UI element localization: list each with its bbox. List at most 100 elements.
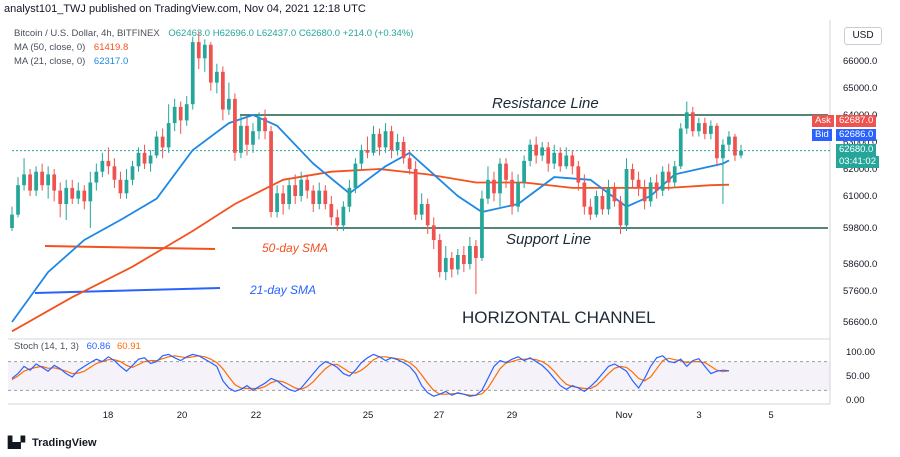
sma21-sample-line xyxy=(34,287,221,294)
ask-value: 62687.0 xyxy=(836,115,877,127)
candle-body xyxy=(263,117,267,132)
candle xyxy=(389,125,394,159)
candle-body xyxy=(654,182,659,191)
candle-body xyxy=(112,166,117,180)
stoch-d-value: 60.91 xyxy=(117,341,141,352)
bid-label: Bid xyxy=(812,129,832,141)
price-tick-label: 57600.0 xyxy=(843,286,877,297)
candle xyxy=(684,101,689,134)
time-tick-label: 18 xyxy=(103,410,114,421)
candle-body xyxy=(34,171,38,191)
candle xyxy=(648,177,653,207)
candle xyxy=(323,185,328,210)
candle xyxy=(94,163,99,191)
candle xyxy=(642,179,647,210)
candle-body xyxy=(492,179,496,194)
candle-body xyxy=(22,174,26,186)
candle xyxy=(486,166,490,204)
candle-body xyxy=(480,198,484,258)
candle xyxy=(106,147,111,175)
candle xyxy=(172,98,177,132)
time-tick-label: 29 xyxy=(507,410,518,421)
candle-body xyxy=(721,144,725,159)
candle-body xyxy=(196,42,201,59)
candle xyxy=(233,93,237,161)
price-tick-label: 63000.0 xyxy=(843,137,877,148)
candle-body xyxy=(100,160,105,172)
candle-body xyxy=(606,187,611,210)
candle xyxy=(395,133,400,156)
time-tick-label: 22 xyxy=(251,410,262,421)
currency-button[interactable]: USD xyxy=(844,27,882,45)
candle xyxy=(383,123,388,153)
price-tick-label: 56600.0 xyxy=(843,317,877,328)
candle xyxy=(715,123,719,167)
candle xyxy=(335,209,340,231)
candle xyxy=(425,198,430,234)
candle-body xyxy=(733,136,737,156)
candle-body xyxy=(305,179,310,191)
last-price-tag: 62680.0 xyxy=(836,144,877,156)
candle xyxy=(184,96,189,126)
candle xyxy=(606,179,611,215)
candle xyxy=(546,142,551,172)
candle-body xyxy=(588,206,593,215)
candle-body xyxy=(130,166,135,180)
candle xyxy=(76,182,81,204)
candle-body xyxy=(341,206,346,226)
candle-body xyxy=(709,125,713,134)
candle xyxy=(739,144,743,159)
candle-body xyxy=(504,163,508,180)
candle-body xyxy=(178,106,183,121)
candle xyxy=(281,185,285,215)
candle xyxy=(624,158,629,231)
candle xyxy=(377,128,382,156)
candle-body xyxy=(413,169,418,215)
candle-body xyxy=(16,185,20,215)
candle xyxy=(480,190,484,261)
ma50-label[interactable]: MA (50, close, 0) xyxy=(14,42,86,53)
candle-body xyxy=(172,106,177,124)
candle xyxy=(100,152,105,178)
ohlc-values: O62463.0 H62696.0 L62437.0 C62680.0 +214… xyxy=(168,28,414,39)
candle xyxy=(359,144,364,169)
time-tick-label: Nov xyxy=(616,410,633,421)
candle xyxy=(594,190,599,218)
symbol-label[interactable]: Bitcoin / U.S. Dollar, 4h, BITFINEX xyxy=(14,28,160,39)
candle xyxy=(263,109,267,140)
candle-body xyxy=(94,171,99,183)
candle xyxy=(709,120,713,140)
stoch-label[interactable]: Stoch (14, 1, 3) xyxy=(14,341,79,352)
candle xyxy=(257,112,261,140)
candle xyxy=(528,139,532,167)
candle-body xyxy=(600,196,605,210)
candle-body xyxy=(365,150,370,153)
candle-body xyxy=(208,44,213,83)
candle-body xyxy=(118,179,123,194)
ma21-value: 62317.0 xyxy=(93,56,129,67)
sma21-annotation: 21-day SMA xyxy=(249,283,316,297)
candle xyxy=(618,196,623,234)
candle xyxy=(160,128,165,159)
candle-body xyxy=(190,42,195,105)
footer-brand[interactable]: ▙▞ TradingView xyxy=(8,436,97,449)
candle-body xyxy=(546,147,551,164)
candle xyxy=(443,246,448,281)
candle xyxy=(654,174,659,199)
candle xyxy=(588,198,593,220)
candle xyxy=(558,147,563,172)
candle-body xyxy=(82,190,87,202)
time-tick-label: 3 xyxy=(696,410,701,421)
candle-body xyxy=(317,190,322,204)
candle xyxy=(672,160,677,188)
candle xyxy=(660,166,665,196)
candle xyxy=(275,185,279,218)
candle xyxy=(702,117,707,140)
candle xyxy=(696,117,701,137)
candle xyxy=(10,206,14,231)
candle xyxy=(178,101,183,134)
ma21-label[interactable]: MA (21, close, 0) xyxy=(14,56,86,67)
candle-body xyxy=(528,144,532,161)
candle-body xyxy=(28,174,32,191)
